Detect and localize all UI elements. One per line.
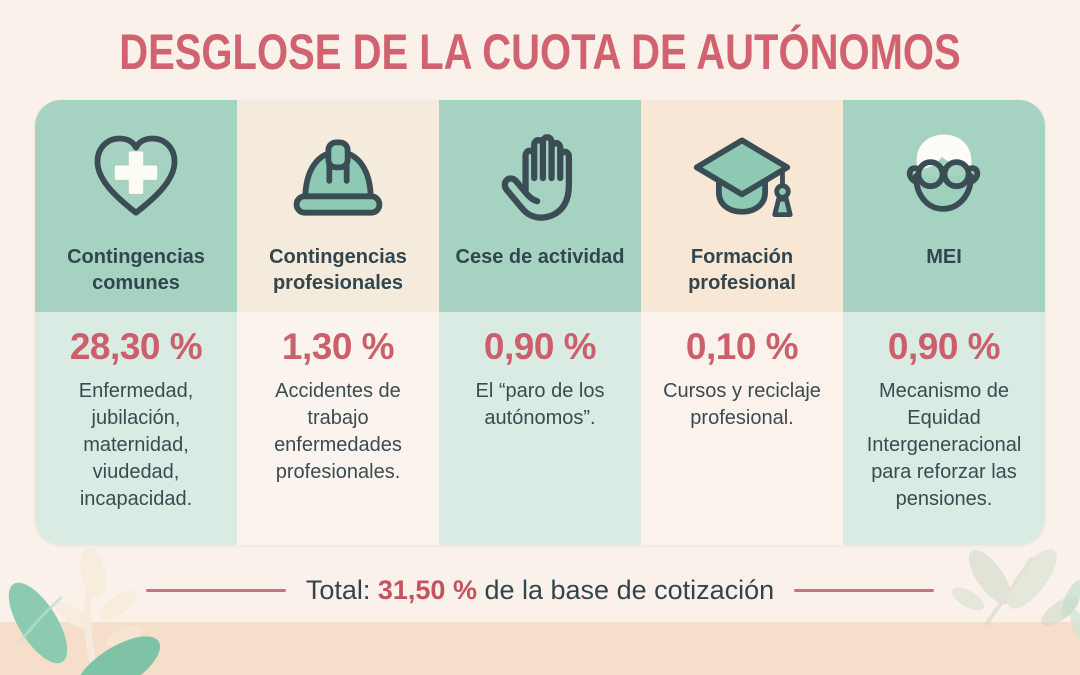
- total-label: Total:: [305, 574, 371, 605]
- column-formacion-profesional: Formación profesional 0,10 % Cursos y re…: [641, 100, 843, 545]
- divider-line-right: [794, 588, 935, 592]
- column-contingencias-profesionales: Contingencias profesionales 1,30 % Accid…: [237, 100, 439, 545]
- percent-value: 0,90 %: [887, 326, 1001, 367]
- column-title: Contingencias profesionales: [269, 246, 407, 294]
- breakdown-card: Contingencias comunes 28,30 % Enfermedad…: [35, 100, 1045, 545]
- column-title: Formación profesional: [688, 246, 796, 294]
- column-cese-de-actividad: Cese de actividad 0,90 % El “paro de los…: [439, 100, 641, 545]
- page-title: DESGLOSE DE LA CUOTA DE AUTÓNOMOS: [119, 24, 961, 80]
- percent-value: 1,30 %: [281, 326, 395, 367]
- percent-description: Mecanismo de Equidad Intergeneracional p…: [866, 379, 1022, 511]
- elderly-person-icon: [891, 122, 997, 234]
- graduation-cap-icon: [689, 122, 795, 234]
- percent-description: Accidentes de trabajo enfermedades profe…: [274, 379, 402, 484]
- percent-value: 0,10 %: [685, 326, 799, 367]
- column-mei: MEI 0,90 % Mecanismo de Equidad Intergen…: [843, 100, 1045, 545]
- column-title: MEI: [926, 246, 962, 268]
- page-title-row: DESGLOSE DE LA CUOTA DE AUTÓNOMOS: [0, 24, 1080, 80]
- percent-description: Cursos y reciclaje profesional.: [663, 379, 821, 429]
- percent-value: 0,90 %: [483, 326, 597, 367]
- total-value: 31,50 %: [377, 574, 477, 605]
- divider-line-left: [145, 588, 286, 592]
- raised-hand-icon: [487, 122, 593, 234]
- percent-value: 28,30 %: [69, 326, 203, 367]
- column-title: Cese de actividad: [455, 246, 625, 268]
- percent-description: El “paro de los autónomos”.: [475, 379, 605, 429]
- bottom-band: [0, 622, 1080, 675]
- column-contingencias-comunes: Contingencias comunes 28,30 % Enfermedad…: [35, 100, 237, 545]
- total-row: Total: 31,50 % de la base de cotización: [0, 572, 1080, 608]
- heart-cross-icon: [83, 122, 189, 234]
- column-title: Contingencias comunes: [67, 246, 205, 294]
- hard-hat-icon: [285, 122, 391, 234]
- total-suffix: de la base de cotización: [484, 574, 775, 605]
- percent-description: Enfermedad, jubilación, maternidad, viud…: [78, 379, 194, 511]
